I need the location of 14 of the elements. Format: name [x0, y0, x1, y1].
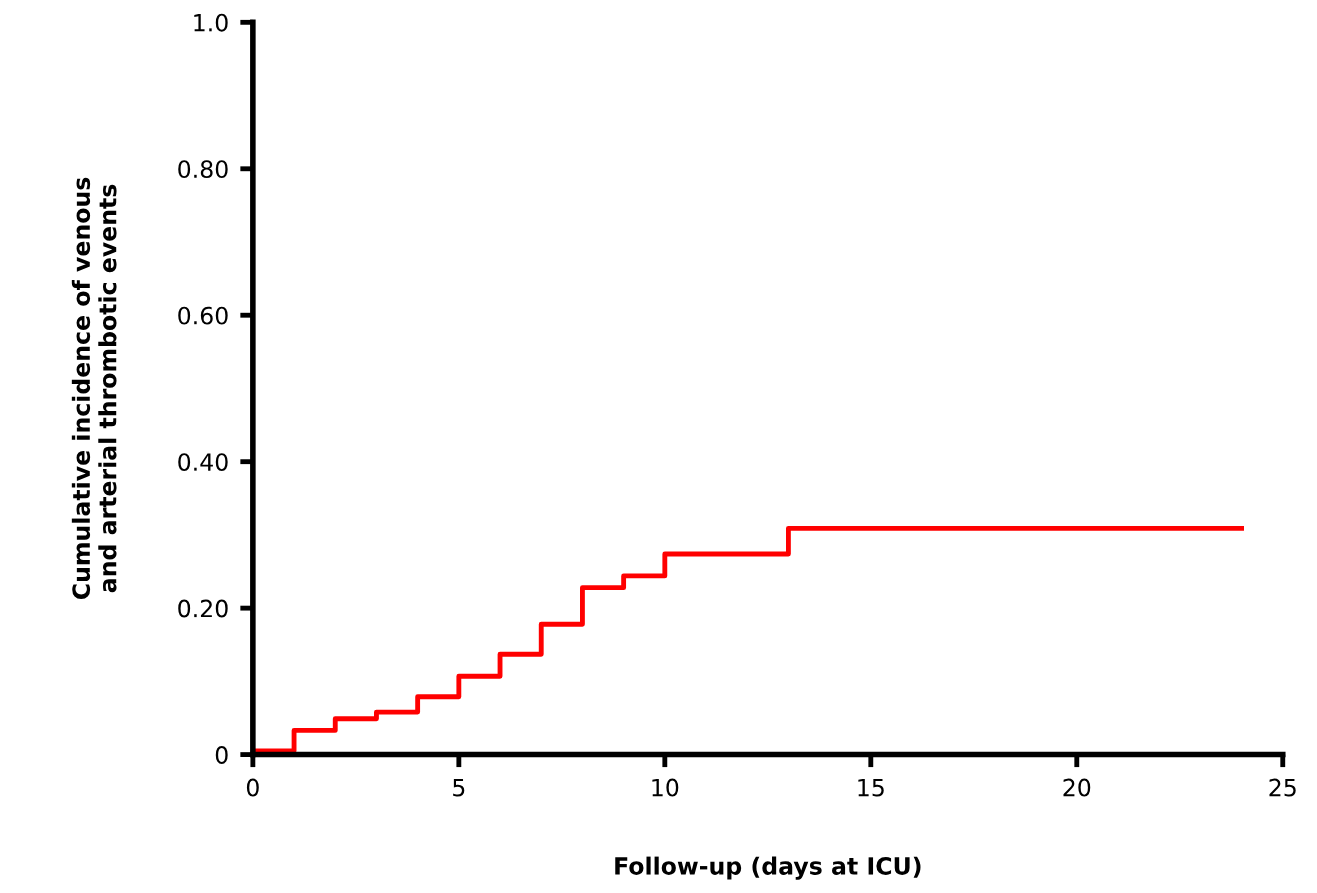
y-tick-label: 1.0	[194, 13, 228, 32]
x-tick-label: 15	[858, 778, 884, 797]
x-tick-label: 20	[1063, 778, 1091, 797]
y-tick-label: 0.40	[178, 453, 228, 471]
x-tick-label: 0	[246, 778, 259, 797]
x-tick-label: 5	[453, 778, 465, 797]
y-tick-label: 0.80	[178, 160, 228, 179]
y-tick-label: 0.60	[178, 306, 228, 325]
x-tick-label: 25	[1269, 778, 1296, 797]
x-tick-label: 10	[652, 778, 679, 797]
y-axis-title: Cumulative incidence of venous and arterial thrombotic events	[71, 177, 117, 600]
y-tick-label: 0	[215, 746, 228, 764]
x-axis-title: Follow-up (days at ICU)	[615, 856, 921, 880]
y-tick-label: 0.20	[178, 599, 228, 618]
